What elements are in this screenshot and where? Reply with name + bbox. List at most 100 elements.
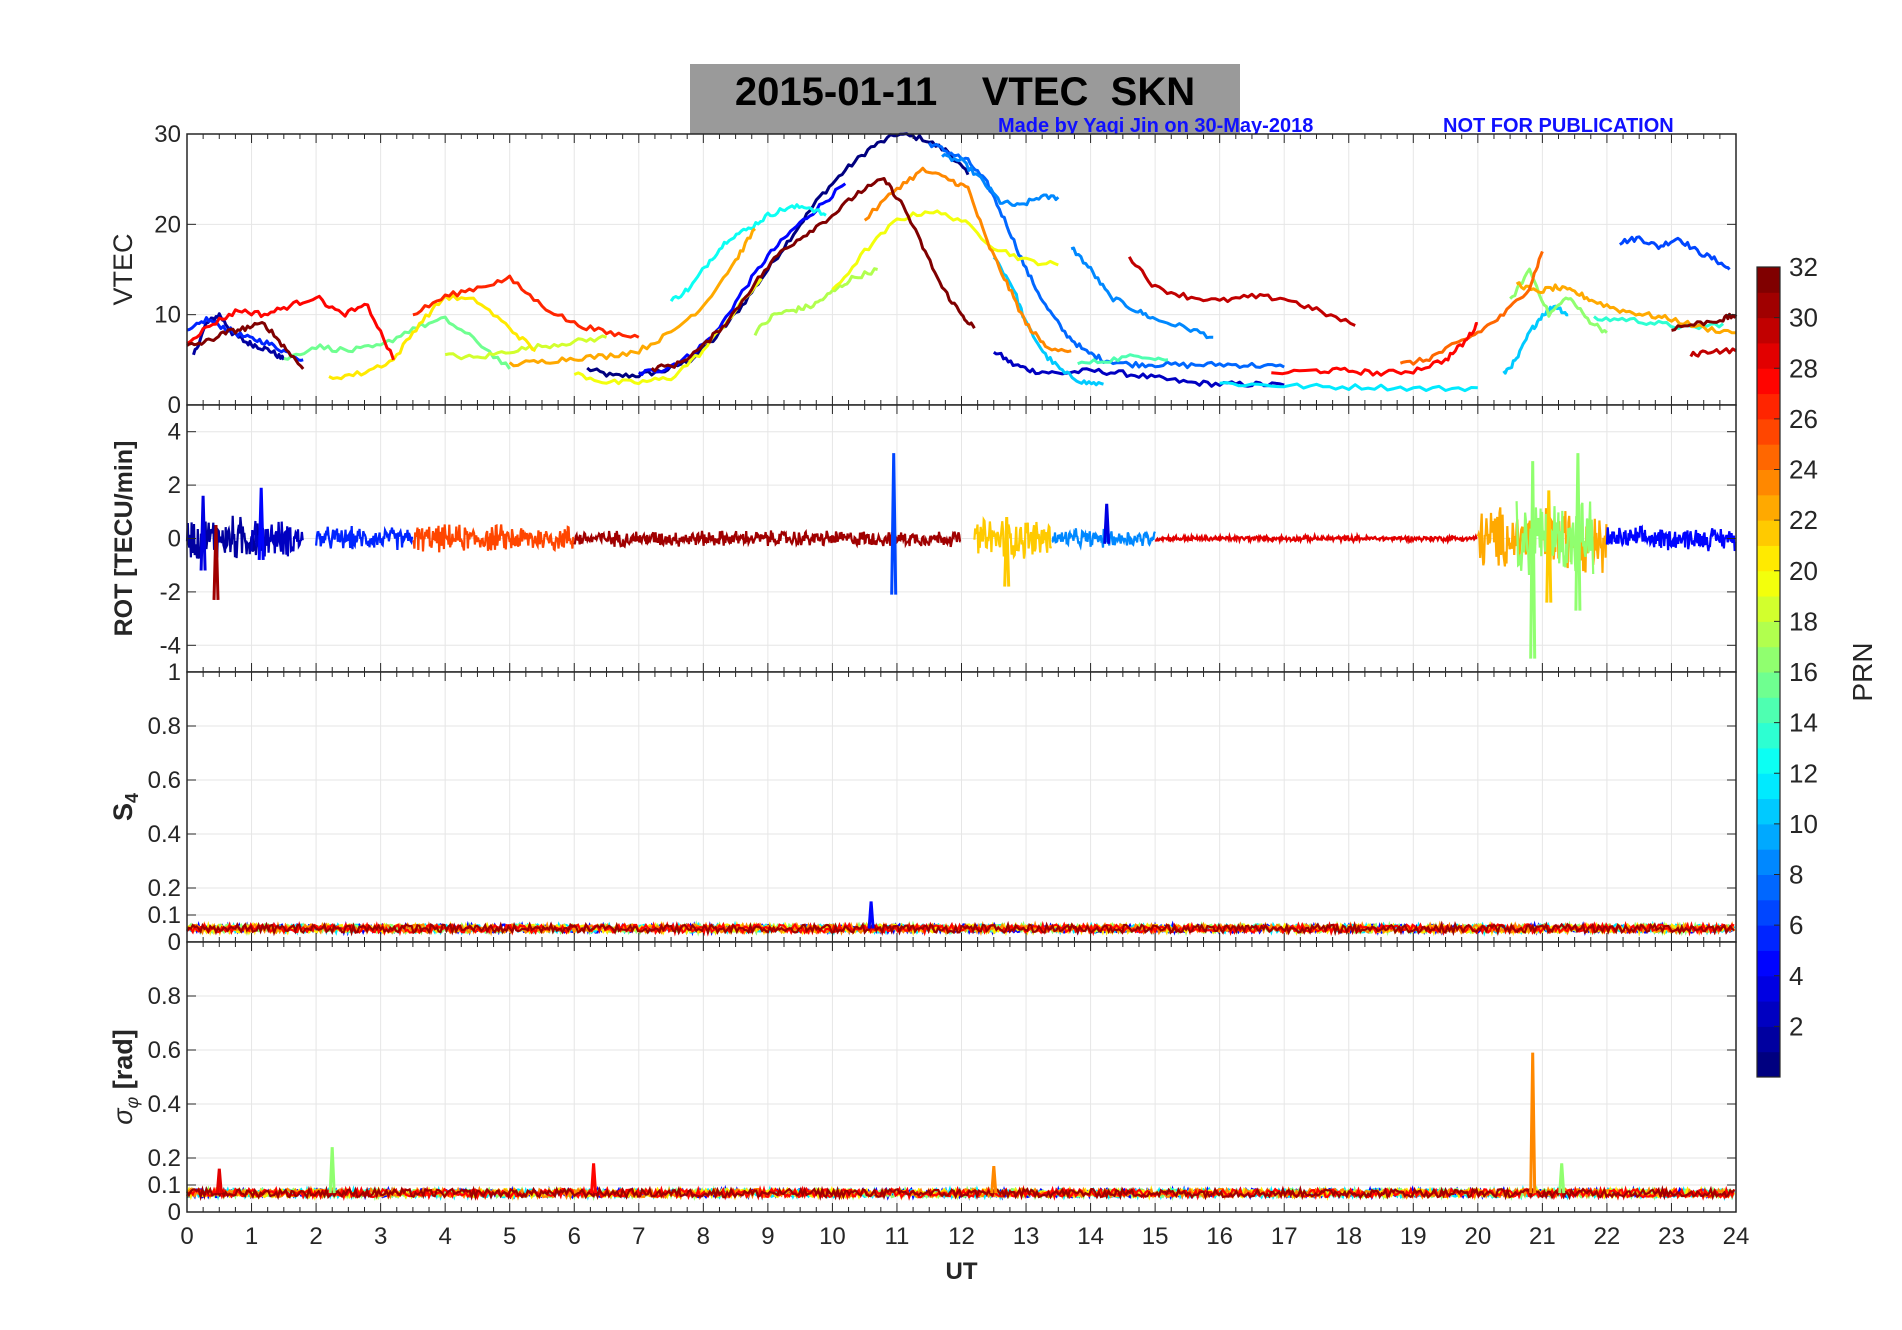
panel-s4: 00.10.2 0.4 0.6 0.8 1 S4 [108,659,1737,956]
rot-spike-prn-31 [212,525,220,600]
x-tick-label: 18 [1335,1223,1362,1250]
x-tick-label: 16 [1206,1223,1233,1250]
vtec-series-prn-7 [1619,235,1731,271]
colorbar-segment [1757,444,1780,470]
rot-series-prn-9 [1051,528,1156,551]
colorbar-segment [1757,925,1780,951]
x-tick-label: 4 [438,1223,451,1250]
y-tick-label: 0 [168,1199,181,1226]
colorbar-segment [1757,899,1780,926]
s4-series-prn-31 [186,920,1735,937]
colorbar-tick-label: 4 [1789,961,1803,991]
vtec-series-prn-30 [1689,347,1737,358]
s4-spike-prn-5 [867,901,875,929]
y-tick-label: -2 [160,579,181,606]
colorbar-segment [1757,317,1780,344]
rot-series-prn-29 [1154,531,1478,546]
colorbar-segment [1757,545,1780,572]
rot-spike-prn-4 [199,495,207,571]
colorbar-tick-label: 32 [1789,252,1818,282]
colorbar-tick-label: 22 [1789,505,1818,535]
vtec-series-prn-6 [186,316,304,362]
y-tick-label: 0.4 [148,1091,181,1118]
colorbar-segment [1757,342,1780,369]
colorbar-segment [1757,570,1780,597]
rot-spike-prn-5 [257,487,265,560]
x-tick-label: 24 [1723,1223,1750,1250]
rot-series-prn-26 [412,523,575,553]
vtec-series-prn-32 [650,177,976,373]
y-axis-label: S4 [108,793,142,821]
colorbar-segment [1757,646,1780,673]
colorbar-segment [1757,596,1780,622]
x-tick-label: 1 [245,1223,258,1250]
sigma_phi-spike-prn-17 [328,1147,336,1194]
vtec-series-prn-24 [863,166,1072,354]
colorbar-segment [1757,368,1780,395]
x-tick-label: 5 [503,1223,516,1250]
vtec-series-prn-27 [412,274,640,339]
y-tick-label: 30 [154,121,181,148]
vtec-series-prn-12 [1219,381,1478,393]
y-tick-label: 1 [168,659,181,686]
y-axis-label: ROT [TECU/min] [110,441,138,637]
x-tick-label: 22 [1594,1223,1621,1250]
x-tick-label: 0 [180,1223,193,1250]
x-tick-label: 23 [1658,1223,1685,1250]
vtec-series-prn-11 [992,256,1104,387]
vtec-series-prn-13 [669,203,827,302]
rot-spike-prn-22 [1545,490,1553,603]
vtec-series-prn-19 [444,334,607,361]
colorbar-segment [1757,874,1780,901]
colorbar-tick-label: 2 [1789,1011,1803,1041]
colorbar-segment [1757,950,1780,977]
colorbar-segment [1757,494,1780,521]
colorbar-tick-label: 24 [1789,455,1818,485]
rot-spike-prn-4 [1103,503,1111,544]
y-tick-label: 10 [154,302,181,329]
panel-vtec: 0 10 20 30 VTEC [108,121,1738,419]
colorbar-tick-label: 8 [1789,860,1803,890]
colorbar-segment [1757,1026,1780,1053]
x-tick-label: 19 [1400,1223,1427,1250]
y-tick-label: 0.2 [148,1145,181,1172]
y-axis-label: VTEC [108,233,138,305]
colorbar-tick-label: 14 [1789,708,1818,738]
x-tick-label: 15 [1142,1223,1169,1250]
colorbar-tick-label: 10 [1789,809,1818,839]
vtec-series-prn-11 [1502,304,1569,375]
vtec-series-prn-25 [1399,250,1544,366]
x-tick-label: 9 [761,1223,774,1250]
colorbar-label: PRN [1847,642,1878,701]
panel-rot: -4 -2 0 2 4 ROT [TECU/min] [110,404,1737,673]
vtec-series-prn-23 [1515,281,1737,335]
rot-spike-prn-17 [1529,461,1537,659]
y-axis-label: σφ [rad] [108,1029,142,1125]
vtec-series-prn-15 [1077,353,1169,366]
y-tick-label: 2 [168,472,181,499]
x-tick-label: 11 [884,1223,909,1250]
x-tick-label: 13 [1013,1223,1040,1250]
vtec-series-prn-30 [1127,256,1356,327]
colorbar-segment [1757,469,1780,496]
colorbar-segment [1757,747,1780,774]
y-tick-label: -4 [160,632,181,659]
vtec-series-prn-5 [637,182,847,376]
vtec-series-prn-9 [1070,246,1214,340]
vtec-series-prn-16 [283,315,511,370]
colorbar-segment [1757,773,1780,800]
colorbar-tick-label: 20 [1789,556,1818,586]
colorbar-tick-label: 30 [1789,303,1818,333]
colorbar-segment [1757,292,1780,319]
colorbar-segment [1757,1001,1780,1027]
y-tick-label: 0 [168,526,181,553]
rot-series-prn-5 [1605,524,1737,552]
vtec-series-prn-28 [1271,322,1478,377]
x-tick-label: 3 [374,1223,387,1250]
x-tick-label: 7 [632,1223,645,1250]
vtec-series-prn-20 [831,209,1059,291]
vtec-series-prn-18 [753,267,878,337]
colorbar-segment [1757,393,1780,420]
colorbar-tick-label: 28 [1789,353,1818,383]
credit-text: Made by Yaqi Jin on 30-May-2018 [998,115,1314,137]
